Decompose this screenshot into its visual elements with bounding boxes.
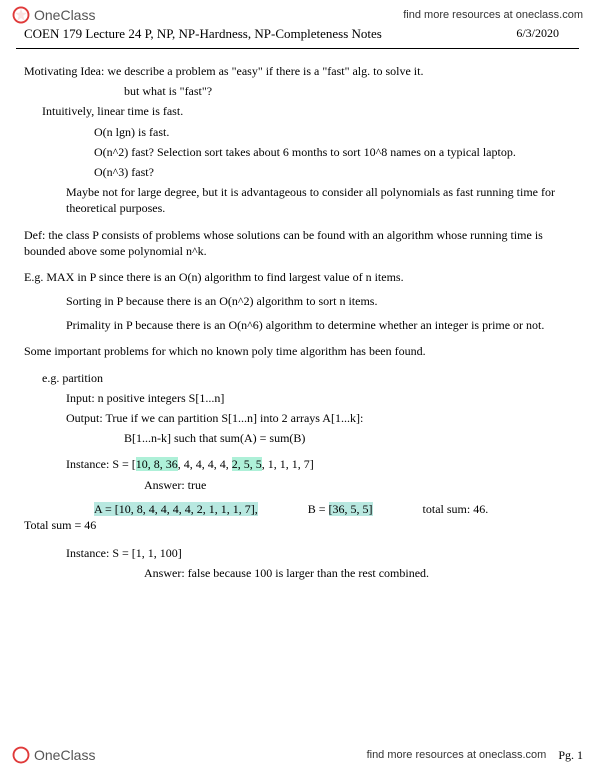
oneclass-logo-icon	[12, 6, 30, 24]
logo-text: OneClass	[34, 7, 95, 23]
arrays-row: A = [10, 8, 4, 4, 4, 4, 2, 1, 1, 1, 7], …	[24, 501, 571, 517]
o-n2: O(n^2) fast? Selection sort takes about …	[24, 144, 571, 160]
answer-false: Answer: false because 100 is larger than…	[24, 565, 571, 581]
oneclass-logo-icon	[12, 746, 30, 764]
b-array: B = [36, 5, 5]	[308, 501, 373, 517]
page-title: COEN 179 Lecture 24 P, NP, NP-Hardness, …	[24, 26, 516, 42]
a-array: A = [10, 8, 4, 4, 4, 4, 2, 1, 1, 1, 7],	[94, 501, 258, 517]
page-date: 6/3/2020	[516, 26, 559, 42]
eg-partition: e.g. partition	[24, 370, 571, 386]
def-p-block: Def: the class P consists of problems wh…	[24, 227, 571, 259]
header-resources-link[interactable]: find more resources at oneclass.com	[403, 9, 583, 21]
def-p: Def: the class P consists of problems wh…	[24, 227, 571, 259]
instance1-hl2: 2, 5, 5	[232, 457, 262, 471]
maybe-not: Maybe not for large degree, but it is ad…	[24, 184, 571, 216]
footer-bar: OneClass find more resources at oneclass…	[0, 746, 595, 764]
eg-max: E.g. MAX in P since there is an O(n) alg…	[24, 269, 571, 285]
footer-resources-link[interactable]: find more resources at oneclass.com	[367, 749, 547, 761]
instance2: Instance: S = [1, 1, 100]	[24, 545, 571, 561]
total-sum-2: Total sum = 46	[24, 517, 571, 533]
primality: Primality in P because there is an O(n^6…	[24, 317, 571, 333]
header-bar: OneClass find more resources at oneclass…	[0, 0, 595, 26]
logo: OneClass	[12, 6, 95, 24]
instance1-hl1: 10, 8, 36	[136, 457, 178, 471]
partition-block: e.g. partition Input: n positive integer…	[24, 370, 571, 582]
examples-block: E.g. MAX in P since there is an O(n) alg…	[24, 269, 571, 334]
page-number: Pg. 1	[558, 748, 583, 763]
input-line: Input: n positive integers S[1...n]	[24, 390, 571, 406]
answer-true: Answer: true	[24, 477, 571, 493]
motivating-block: Motivating Idea: we describe a problem a…	[24, 63, 571, 217]
footer-logo-text: OneClass	[34, 747, 95, 763]
o-n3: O(n^3) fast?	[24, 164, 571, 180]
motivating-sub: but what is "fast"?	[24, 83, 571, 99]
output-line2: B[1...n-k] such that sum(A) = sum(B)	[24, 430, 571, 446]
some-important: Some important problems for which no kno…	[24, 343, 571, 359]
motivating-line: Motivating Idea: we describe a problem a…	[24, 63, 571, 79]
sorting: Sorting in P because there is an O(n^2) …	[24, 293, 571, 309]
total-sum: total sum: 46.	[423, 501, 489, 517]
divider	[16, 48, 579, 49]
instance1-label: Instance: S = [	[66, 457, 136, 471]
footer-logo: OneClass	[12, 746, 95, 764]
output-line: Output: True if we can partition S[1...n…	[24, 410, 571, 426]
instance1-end: , 1, 1, 1, 7]	[262, 457, 314, 471]
content-area: Motivating Idea: we describe a problem a…	[0, 63, 595, 582]
title-row: COEN 179 Lecture 24 P, NP, NP-Hardness, …	[0, 26, 595, 42]
footer-right: find more resources at oneclass.com Pg. …	[367, 748, 583, 763]
instance1-mid: , 4, 4, 4, 4,	[178, 457, 232, 471]
instance1: Instance: S = [10, 8, 36, 4, 4, 4, 4, 2,…	[24, 456, 571, 472]
o-nlogn: O(n lgn) is fast.	[24, 124, 571, 140]
intuitively-line: Intuitively, linear time is fast.	[24, 103, 571, 119]
